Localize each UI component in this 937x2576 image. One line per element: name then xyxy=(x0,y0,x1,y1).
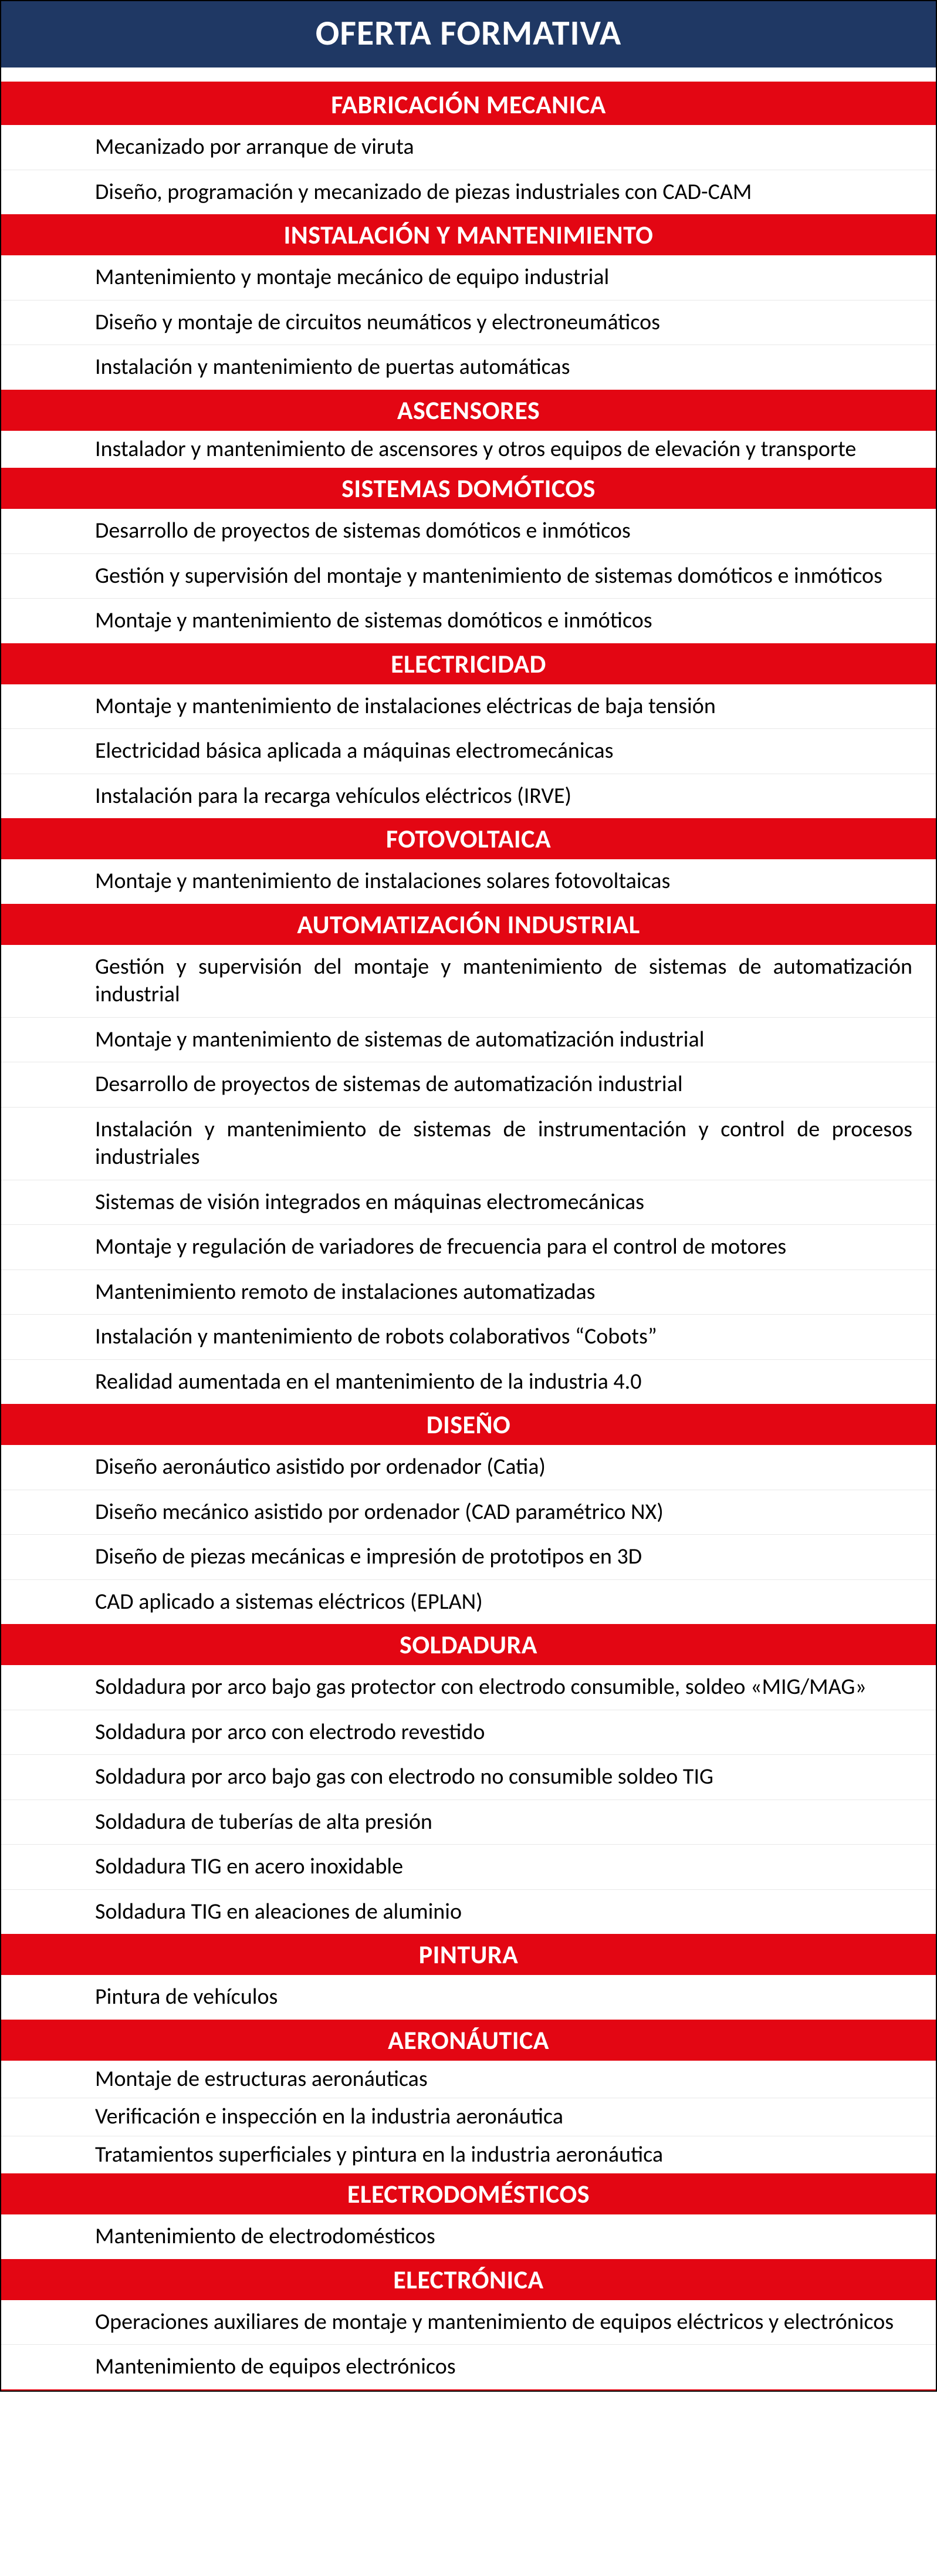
course-row: Mantenimiento remoto de instalaciones au… xyxy=(1,1270,936,1315)
course-row: Mecanizado por arranque de viruta xyxy=(1,125,936,170)
course-row: Diseño y montaje de circuitos neumáticos… xyxy=(1,301,936,346)
course-row: Verificación e inspección en la industri… xyxy=(1,2098,936,2136)
section-block: FABRICACIÓN MECANICAMecanizado por arran… xyxy=(1,85,936,215)
section-block: DISEÑODiseño aeronáutico asistido por or… xyxy=(1,1405,936,1625)
course-row: Diseño mecánico asistido por ordenador (… xyxy=(1,1490,936,1535)
course-row: Gestión y supervisión del montaje y mant… xyxy=(1,554,936,599)
section-block: ELECTRÓNICAOperaciones auxiliares de mon… xyxy=(1,2260,936,2391)
course-row: Desarrollo de proyectos de sistemas domó… xyxy=(1,509,936,554)
course-row: Diseño, programación y mecanizado de pie… xyxy=(1,170,936,215)
course-row: Electricidad básica aplicada a máquinas … xyxy=(1,729,936,774)
section-block: SOLDADURASoldadura por arco bajo gas pro… xyxy=(1,1625,936,1935)
section-header: AUTOMATIZACIÓN INDUSTRIAL xyxy=(1,905,936,945)
section-header: PINTURA xyxy=(1,1935,936,1975)
course-row: Soldadura de tuberías de alta presión xyxy=(1,1800,936,1845)
course-row: Operaciones auxiliares de montaje y mant… xyxy=(1,2300,936,2345)
section-header: ELECTRICIDAD xyxy=(1,644,936,684)
course-row: Montaje de estructuras aeronáuticas xyxy=(1,2061,936,2099)
course-row: Montaje y mantenimiento de sistemas de a… xyxy=(1,1018,936,1063)
course-row: Montaje y regulación de variadores de fr… xyxy=(1,1225,936,1270)
section-block: SISTEMAS DOMÓTICOSDesarrollo de proyecto… xyxy=(1,469,936,644)
course-row: Gestión y supervisión del montaje y mant… xyxy=(1,945,936,1018)
course-row: Soldadura por arco bajo gas protector co… xyxy=(1,1665,936,1710)
course-row: CAD aplicado a sistemas eléctricos (EPLA… xyxy=(1,1580,936,1625)
course-row: Soldadura TIG en aleaciones de aluminio xyxy=(1,1890,936,1934)
section-header: INSTALACIÓN Y MANTENIMIENTO xyxy=(1,215,936,255)
section-header: FOTOVOLTAICA xyxy=(1,819,936,859)
section-header: FABRICACIÓN MECANICA xyxy=(1,85,936,125)
section-header: SISTEMAS DOMÓTICOS xyxy=(1,469,936,509)
course-row: Mantenimiento de electrodomésticos xyxy=(1,2214,936,2259)
course-row: Sistemas de visión integrados en máquina… xyxy=(1,1180,936,1225)
section-block: INSTALACIÓN Y MANTENIMIENTOMantenimiento… xyxy=(1,215,936,391)
course-row: Diseño aeronáutico asistido por ordenado… xyxy=(1,1445,936,1490)
course-row: Montaje y mantenimiento de instalaciones… xyxy=(1,684,936,730)
course-row: Mantenimiento y montaje mecánico de equi… xyxy=(1,255,936,301)
course-row: Pintura de vehículos xyxy=(1,1975,936,2020)
section-header: ELECTRÓNICA xyxy=(1,2260,936,2300)
document-page: OFERTA FORMATIVA FABRICACIÓN MECANICAMec… xyxy=(0,0,937,2392)
course-row: Soldadura por arco bajo gas con electrod… xyxy=(1,1755,936,1800)
course-row: Mantenimiento de equipos electrónicos xyxy=(1,2345,936,2389)
section-block: ELECTRICIDADMontaje y mantenimiento de i… xyxy=(1,644,936,820)
course-row: Instalación y mantenimiento de puertas a… xyxy=(1,345,936,390)
section-block: FOTOVOLTAICAMontaje y mantenimiento de i… xyxy=(1,819,936,905)
course-row: Instalación y mantenimiento de robots co… xyxy=(1,1315,936,1360)
main-title: OFERTA FORMATIVA xyxy=(1,1,936,67)
section-header: DISEÑO xyxy=(1,1405,936,1445)
section-header: AERONÁUTICA xyxy=(1,2021,936,2061)
course-row: Soldadura por arco con electrodo revesti… xyxy=(1,1710,936,1755)
section-header: SOLDADURA xyxy=(1,1625,936,1665)
section-block: AUTOMATIZACIÓN INDUSTRIALGestión y super… xyxy=(1,905,936,1406)
section-block: ASCENSORESInstalador y mantenimiento de … xyxy=(1,391,936,470)
course-row: Diseño de piezas mecánicas e impresión d… xyxy=(1,1535,936,1580)
course-row: Soldadura TIG en acero inoxidable xyxy=(1,1845,936,1890)
title-spacer xyxy=(1,67,936,85)
course-row: Desarrollo de proyectos de sistemas de a… xyxy=(1,1062,936,1108)
sections-container: FABRICACIÓN MECANICAMecanizado por arran… xyxy=(1,85,936,2391)
section-block: ELECTRODOMÉSTICOSMantenimiento de electr… xyxy=(1,2175,936,2260)
course-row: Instalación y mantenimiento de sistemas … xyxy=(1,1108,936,1180)
section-header: ASCENSORES xyxy=(1,391,936,431)
section-block: AERONÁUTICAMontaje de estructuras aeroná… xyxy=(1,2021,936,2175)
course-row: Montaje y mantenimiento de instalaciones… xyxy=(1,859,936,904)
course-row: Tratamientos superficiales y pintura en … xyxy=(1,2136,936,2174)
course-row: Instalador y mantenimiento de ascensores… xyxy=(1,431,936,468)
section-header: ELECTRODOMÉSTICOS xyxy=(1,2175,936,2214)
course-row: Realidad aumentada en el mantenimiento d… xyxy=(1,1360,936,1405)
course-row: Montaje y mantenimiento de sistemas domó… xyxy=(1,599,936,643)
course-row: Instalación para la recarga vehículos el… xyxy=(1,774,936,819)
section-block: PINTURAPintura de vehículos xyxy=(1,1935,936,2021)
